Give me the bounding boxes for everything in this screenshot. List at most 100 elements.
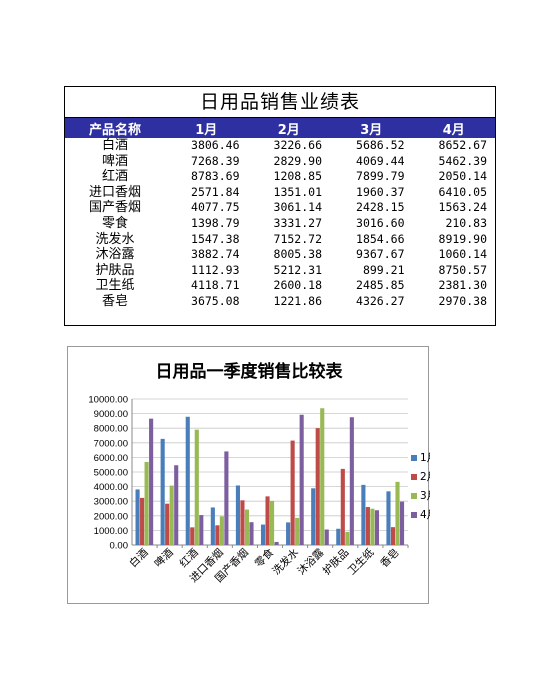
x-category-label: 香皂 — [378, 546, 402, 570]
month-3-cell: 4069.44 — [356, 153, 405, 168]
chart-title: 日用品一季度销售比较表 — [156, 361, 344, 382]
month-2-cell: 2829.90 — [273, 153, 322, 168]
y-tick-label: 5000.00 — [94, 468, 128, 479]
bar — [274, 541, 279, 545]
bar — [386, 491, 391, 545]
bar — [194, 429, 199, 545]
legend-swatch — [411, 474, 417, 480]
month-3-cell: 3016.60 — [356, 215, 405, 230]
month-1-cell: 1398.79 — [191, 215, 240, 230]
table-row: 红酒 8783.69 1208.85 7899.79 2050.14 — [65, 169, 495, 185]
product-name-cell: 红酒 — [101, 169, 128, 185]
month-3-cell: 5686.52 — [356, 138, 405, 152]
month-1-cell: 4118.71 — [191, 278, 240, 293]
bar — [140, 497, 145, 545]
month-4-cell: 210.83 — [445, 215, 487, 230]
month-3-cell: 2485.85 — [356, 278, 405, 293]
bar — [295, 517, 300, 545]
product-name-cell: 啤酒 — [101, 153, 128, 169]
bar — [224, 451, 229, 545]
product-name-cell: 沐浴露 — [95, 247, 135, 263]
table-title: 日用品销售业绩表 — [65, 87, 495, 118]
y-tick-label: 1000.00 — [94, 526, 128, 537]
x-category-label: 白酒 — [127, 546, 151, 570]
header-month-3: 3月 — [330, 118, 413, 138]
month-1-cell: 8783.69 — [191, 169, 240, 184]
x-category-label: 卫生纸 — [345, 546, 377, 578]
month-3-cell: 1960.37 — [356, 184, 405, 199]
month-3-cell: 2428.15 — [356, 200, 405, 215]
month-4-cell: 2970.38 — [438, 293, 487, 308]
legend-swatch — [411, 455, 417, 461]
x-category-label: 沐浴露 — [295, 546, 327, 578]
bar — [336, 528, 341, 545]
bar — [235, 485, 240, 545]
legend-label: 1月 — [420, 452, 430, 464]
month-2-cell: 3226.66 — [273, 138, 322, 152]
bar — [324, 529, 329, 545]
sales-table: 产品名称 1月 2月 3月 4月 白酒 3806.46 3226.66 5686.52… — [65, 118, 495, 310]
month-4-cell: 6410.05 — [438, 184, 487, 199]
y-tick-label: 0.00 — [110, 541, 129, 552]
bar — [370, 508, 375, 545]
y-tick-label: 6000.00 — [94, 453, 128, 464]
table-header-row: 产品名称 1月 2月 3月 4月 — [65, 118, 495, 138]
y-tick-label: 10000.00 — [88, 395, 128, 406]
x-category-label: 洗发水 — [270, 546, 302, 578]
month-3-cell: 9367.67 — [356, 247, 405, 262]
bar — [219, 516, 224, 545]
month-1-cell: 7268.39 — [191, 153, 240, 168]
bar — [340, 468, 345, 545]
month-1-cell: 1547.38 — [191, 231, 240, 246]
month-4-cell: 5462.39 — [438, 153, 487, 168]
month-3-cell: 4326.27 — [356, 293, 405, 308]
table-row: 啤酒 7268.39 2829.90 4069.44 5462.39 — [65, 154, 495, 170]
month-4-cell: 8919.90 — [438, 231, 487, 246]
bar — [374, 510, 379, 545]
bar — [390, 527, 396, 545]
month-4-cell: 8750.57 — [438, 262, 487, 277]
bar — [349, 417, 354, 545]
bar — [144, 461, 149, 545]
bar — [361, 484, 366, 545]
bar — [260, 524, 266, 545]
bar — [299, 414, 304, 545]
month-3-cell: 1854.66 — [356, 231, 405, 246]
bar — [149, 418, 154, 545]
x-category-label: 护肤品 — [320, 546, 351, 577]
y-tick-label: 9000.00 — [94, 409, 128, 420]
legend-label: 3月 — [420, 490, 430, 502]
month-1-cell: 3675.08 — [191, 293, 240, 308]
table-row: 国产香烟 4077.75 3061.14 2428.15 1563.24 — [65, 200, 495, 216]
month-3-cell: 7899.79 — [356, 169, 405, 184]
header-month-2: 2月 — [247, 118, 330, 138]
bar — [174, 465, 179, 545]
table-row: 护肤品 1112.93 5212.31 899.21 8750.57 — [65, 263, 495, 279]
month-4-cell: 1060.14 — [438, 247, 487, 262]
header-month-4: 4月 — [412, 118, 495, 138]
bar — [169, 485, 174, 545]
table-row: 白酒 3806.46 3226.66 5686.52 8652.67 — [65, 138, 495, 154]
bar — [215, 525, 220, 545]
month-1-cell: 3882.74 — [191, 247, 240, 262]
legend-label: 4月 — [420, 509, 430, 521]
table-row: 沐浴露 3882.74 8005.38 9367.67 1060.14 — [65, 247, 495, 263]
month-4-cell: 2050.14 — [438, 169, 487, 184]
table-row: 零食 1398.79 3331.27 3016.60 210.83 — [65, 216, 495, 232]
bar — [160, 438, 165, 545]
bar — [165, 503, 170, 545]
product-name-cell: 进口香烟 — [88, 184, 141, 200]
month-2-cell: 3061.14 — [273, 200, 322, 215]
bar — [270, 500, 275, 545]
chart-area: 日用品一季度销售比较表 0.00 1000.00 2000.00 3000.00 4000… — [67, 346, 430, 604]
table-row: 卫生纸 4118.71 2600.18 2485.85 2381.30 — [65, 278, 495, 294]
bar — [345, 531, 350, 545]
legend-swatch — [411, 512, 417, 518]
table-row: 进口香烟 2571.84 1351.01 1960.37 6410.05 — [65, 185, 495, 201]
bar — [199, 515, 204, 545]
month-2-cell: 7152.72 — [273, 231, 322, 246]
table-row: 香皂 3675.08 1221.86 4326.27 2970.38 — [65, 294, 495, 310]
bar — [185, 416, 190, 545]
product-name-cell: 洗发水 — [95, 231, 135, 247]
x-category-label: 啤酒 — [152, 546, 176, 570]
